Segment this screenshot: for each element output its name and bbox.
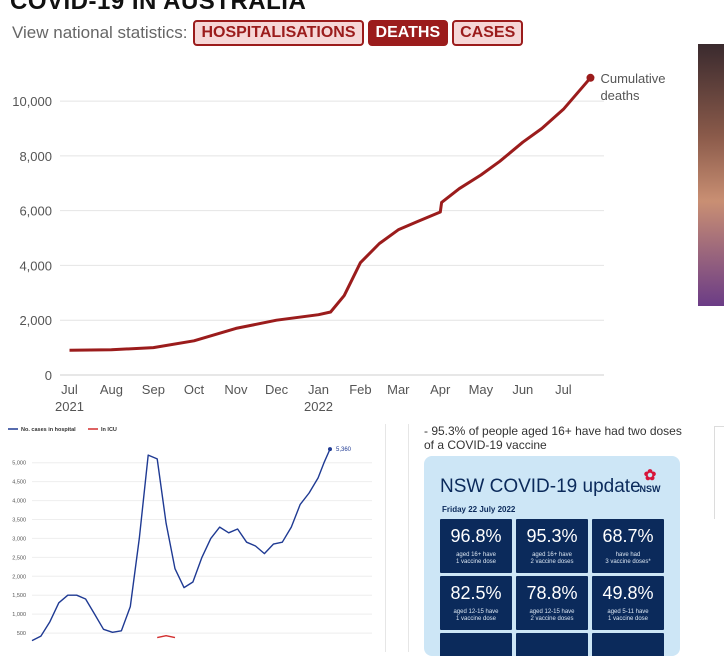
x-tick-label: Aug [100, 382, 123, 397]
side-card-edge [714, 426, 724, 519]
cases-button[interactable]: CASES [452, 20, 524, 46]
icu-series-line [157, 634, 176, 639]
stat-tile [516, 633, 588, 656]
y-tick-label: 2,000 [19, 313, 52, 328]
y-tick-label: 4,000 [19, 258, 52, 273]
deaths-chart: 0 2,000 4,000 6,000 8,000 10,000 Jul 2021 Aug Sep… [12, 71, 665, 414]
stat-tile [592, 633, 664, 656]
stat-tile-caption: aged 5-11 have 1 vaccine dose [607, 609, 649, 622]
nsw-card-title: NSW COVID-19 update [440, 476, 641, 497]
stat-tile: 95.3% aged 16+ have 2 vaccine doses [516, 519, 588, 573]
stat-tile-caption: have had 3 vaccine doses* [605, 552, 651, 565]
y-tick-label: 4,500 [12, 480, 26, 486]
stats-selector-label: View national statistics: [12, 23, 188, 42]
y-tick-label: 1,500 [12, 593, 26, 599]
end-value-label: 5,360 [336, 447, 352, 453]
nsw-date: Friday 22 July 2022 [442, 505, 516, 514]
nsw-logo-icon: ✿ NSW [639, 467, 661, 495]
page-title: COVID-19 IN AUSTRALIA [10, 0, 307, 15]
x-tick-label: Jul [61, 382, 78, 397]
series-label: Cumulative [600, 71, 665, 86]
stat-tile-value: 49.8% [602, 583, 654, 603]
legend-label: No. cases in hospital [21, 427, 76, 433]
series-label: deaths [600, 88, 640, 103]
stat-tile-value: 78.8% [526, 583, 578, 603]
x-tick-year-label: 2021 [55, 399, 84, 414]
stats-selector: View national statistics: HOSPITALISATIO… [12, 20, 527, 46]
y-tick-label: 500 [17, 631, 26, 637]
x-tick-label: Dec [265, 382, 289, 397]
deaths-end-point [586, 73, 595, 82]
stat-tile: 68.7% have had 3 vaccine doses* [592, 519, 664, 573]
legend-label: In ICU [101, 427, 117, 433]
stat-tile: 96.8% aged 16+ have 1 vaccine dose [440, 519, 512, 573]
y-tick-label: 2,000 [12, 574, 26, 580]
stat-tile [440, 633, 512, 656]
x-tick-label: Feb [349, 382, 371, 397]
y-tick-label: 10,000 [12, 94, 52, 109]
deaths-button[interactable]: DEATHS [367, 20, 449, 46]
stat-tile: 82.5% aged 12-15 have 1 vaccine dose [440, 576, 512, 630]
hospital-chart: No. cases in hospital In ICU 5,000 4,500 4,0… [8, 427, 372, 642]
y-tick-label: 4,000 [12, 499, 26, 505]
stat-tile-value: 68.7% [602, 526, 654, 546]
y-tick-label: 0 [45, 368, 52, 383]
x-tick-year-label: 2022 [304, 399, 333, 414]
stat-tile-value: 82.5% [450, 583, 502, 603]
stat-tile: 49.8% aged 5-11 have 1 vaccine dose [592, 576, 664, 630]
y-tick-label: 5,000 [12, 461, 26, 467]
y-tick-label: 3,000 [12, 536, 26, 542]
x-tick-label: Mar [387, 382, 410, 397]
x-tick-label: Sep [142, 382, 165, 397]
panel-divider [385, 424, 386, 652]
x-tick-label: Nov [224, 382, 248, 397]
x-tick-label: May [469, 382, 494, 397]
x-tick-label: Jun [512, 382, 533, 397]
hospital-series-line [31, 448, 331, 642]
vaccine-summary-text: - 95.3% of people aged 16+ have had two … [424, 424, 682, 452]
x-tick-label: Jul [555, 382, 572, 397]
stat-tile: 78.8% aged 12-15 have 2 vaccine doses [516, 576, 588, 630]
y-tick-label: 3,500 [12, 518, 26, 524]
stat-tile-value: 96.8% [450, 526, 502, 546]
stat-tile-caption: aged 12-15 have 2 vaccine doses [529, 609, 575, 622]
panel-divider [408, 424, 409, 652]
y-tick-label: 2,500 [12, 555, 26, 561]
y-tick-label: 1,000 [12, 612, 26, 618]
stat-tile-caption: aged 12-15 have 1 vaccine dose [453, 609, 499, 622]
x-tick-label: Jan [308, 382, 329, 397]
stat-tile-value: 95.3% [526, 526, 578, 546]
stat-tile-caption: aged 16+ have 2 vaccine doses [530, 552, 574, 565]
stat-tile-caption: aged 16+ have 1 vaccine dose [455, 552, 497, 565]
hospital-end-point [328, 447, 332, 452]
nsw-update-card[interactable]: NSW COVID-19 update ✿ NSW Friday 22 July … [424, 456, 680, 656]
nsw-logo-text: NSW [639, 484, 661, 494]
side-photo[interactable] [698, 44, 724, 306]
deaths-series-line [69, 76, 592, 352]
y-tick-label: 6,000 [19, 204, 52, 219]
hospitalisations-button[interactable]: HOSPITALISATIONS [193, 20, 364, 46]
x-tick-label: Oct [184, 382, 205, 397]
y-tick-label: 8,000 [19, 149, 52, 164]
x-tick-label: Apr [430, 382, 451, 397]
